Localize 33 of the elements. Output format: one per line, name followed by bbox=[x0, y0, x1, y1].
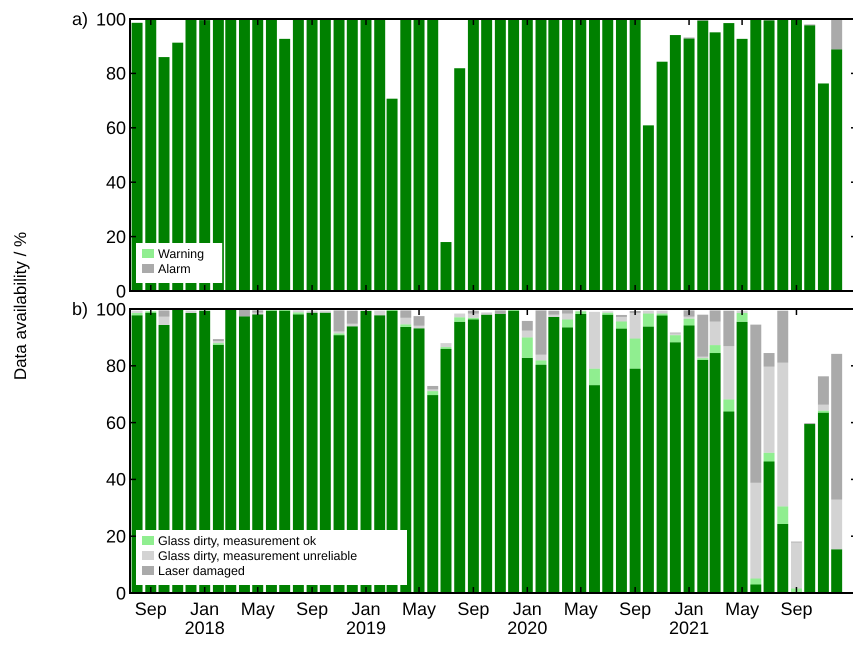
y-tick-label: 0 bbox=[116, 583, 126, 604]
y-tick-label: 60 bbox=[106, 118, 126, 138]
legend-label: Alarm bbox=[158, 262, 191, 276]
x-tick-label: Jan 2020 bbox=[507, 599, 548, 638]
x-tick-label: Jan 2019 bbox=[346, 599, 386, 638]
chart-title: a) bbox=[72, 9, 88, 29]
y-tick-label: 20 bbox=[106, 226, 126, 247]
y-tick-label: 60 bbox=[106, 412, 126, 433]
chart-title: b) bbox=[72, 299, 88, 319]
x-tick-label: Sep bbox=[457, 599, 490, 619]
x-tick-label: May bbox=[725, 599, 760, 619]
x-tick-label: Sep bbox=[134, 599, 167, 619]
x-tick-label: Sep bbox=[619, 599, 652, 619]
legend-label: Laser damaged bbox=[158, 564, 245, 578]
x-tick-label: May bbox=[402, 599, 436, 619]
x-tick-label: May bbox=[240, 599, 275, 619]
y-tick-label: 80 bbox=[106, 356, 126, 376]
y-tick-label: 20 bbox=[106, 526, 126, 546]
x-tick-label: Sep bbox=[780, 599, 812, 619]
legend-label: Warning bbox=[158, 247, 204, 261]
x-tick-label: Sep bbox=[296, 599, 328, 619]
y-tick-label: 40 bbox=[106, 470, 126, 490]
x-tick-label: Jan 2021 bbox=[669, 599, 710, 638]
y-tick-label: 100 bbox=[96, 299, 126, 320]
x-tick-label: Jan 2018 bbox=[184, 599, 225, 638]
y-tick-label: 100 bbox=[96, 9, 126, 30]
x-tick-label: May bbox=[564, 599, 598, 619]
legend-label: Glass dirty, measurement ok bbox=[158, 534, 317, 548]
y-tick-label: 40 bbox=[106, 172, 126, 192]
y-tick-label: 0 bbox=[116, 281, 126, 302]
y-axis-title: Data availability / % bbox=[11, 232, 30, 380]
legend-label: Glass dirty, measurement unreliable bbox=[158, 549, 358, 563]
y-tick-label: 80 bbox=[106, 64, 126, 84]
